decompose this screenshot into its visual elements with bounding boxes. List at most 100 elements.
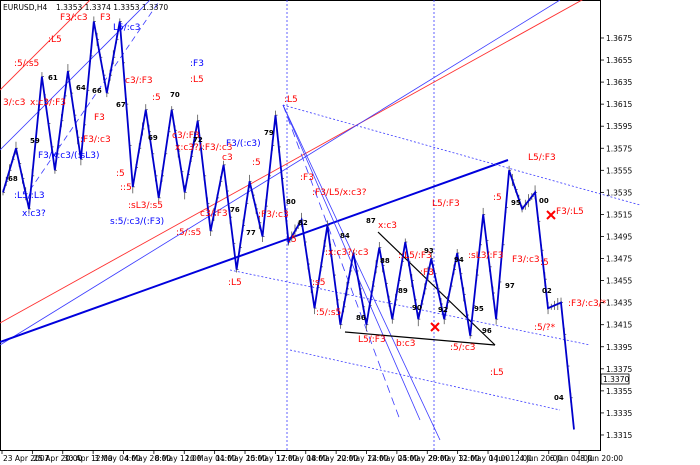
bar-count-label: 88 bbox=[380, 257, 390, 265]
bar-count-label: 70 bbox=[170, 91, 180, 99]
time-tick-label: 1 Jun 12:00 bbox=[489, 454, 532, 463]
wave-label-red: :5 bbox=[116, 169, 125, 179]
wave-label-red: :5 bbox=[493, 193, 502, 203]
plot-frame bbox=[0, 0, 601, 451]
bar-count-label: 02 bbox=[542, 287, 552, 295]
wave-label-red: :F3/:c3 bbox=[258, 210, 289, 220]
price-tick-label: 1.3575 bbox=[606, 144, 632, 153]
wave-label-red: :F3 bbox=[420, 268, 434, 278]
red-channel-line bbox=[0, 0, 91, 91]
wave-label-red: L5/:F3 bbox=[432, 199, 460, 209]
wave-label-red: L5/:F3 bbox=[358, 335, 386, 345]
bar-count-label: 92 bbox=[438, 306, 448, 314]
dotted-channel-top bbox=[282, 104, 641, 206]
wave-label-red: :5/:s5 bbox=[176, 228, 201, 238]
blue-channel-line bbox=[0, 0, 561, 346]
wave-label-red: :sL3/:s5 bbox=[128, 201, 163, 211]
wave-label-red: 3/:c3 bbox=[3, 98, 25, 108]
current-price-label: 1.3370 bbox=[603, 375, 629, 384]
bar-count-label: 96 bbox=[482, 327, 492, 335]
zigzag-wave-line bbox=[2, 21, 575, 430]
main-trendline bbox=[0, 159, 509, 343]
time-tick-label: 10 May 04:00 bbox=[185, 454, 237, 463]
wave-label-red: :5/?* bbox=[534, 323, 556, 333]
bar-count-label: 79 bbox=[264, 129, 274, 137]
bar-count-label: 94 bbox=[454, 256, 464, 264]
time-tick-label: 22 May 12:00 bbox=[337, 454, 389, 463]
wave-label-red: F3 bbox=[100, 13, 111, 23]
time-tick-label: 29 May 12:00 bbox=[428, 454, 480, 463]
wave-label-red: :L5 bbox=[284, 95, 298, 105]
wave-label-red: c3/:F3 bbox=[172, 131, 200, 141]
wave-label-red: x:c3 bbox=[378, 221, 397, 231]
price-tick-label: 1.3435 bbox=[606, 299, 632, 308]
price-tick-label: 1.3335 bbox=[606, 409, 632, 418]
bar-count-label: 86 bbox=[356, 314, 366, 322]
price-tick-label: 1.3655 bbox=[606, 56, 632, 65]
bar-count-label: 72 bbox=[193, 136, 203, 144]
bar-count-label: 93 bbox=[424, 247, 434, 255]
fan-dashed-line bbox=[282, 104, 401, 421]
wave-label-red: :5 bbox=[152, 93, 161, 103]
time-tick-label: 11 May 20:00 bbox=[216, 454, 268, 463]
time-tick-label: 31 May 04:00 bbox=[459, 454, 511, 463]
time-tick-label: 25 Apr 20:00 bbox=[33, 454, 82, 463]
wave-label-blue: :L5/:L3 bbox=[14, 191, 45, 201]
bar-count-label: 67 bbox=[116, 101, 126, 109]
wave-label-red: :F3/:c3 bbox=[80, 135, 111, 145]
wave-label-red: :5/:c3 bbox=[450, 343, 476, 353]
wave-label-blue: x:c3? bbox=[22, 209, 46, 219]
bar-count-label: 04 bbox=[554, 394, 564, 402]
wave-label-red: :L5 bbox=[228, 278, 242, 288]
wave-label-red: :L5 bbox=[190, 75, 204, 85]
time-tick-label: 6 Jun 04:00 bbox=[550, 454, 593, 463]
wave-label-blue: s:5/:c3/(:F3) bbox=[110, 217, 164, 227]
wave-label-red: :F3/L5/x:c3? bbox=[312, 188, 367, 198]
wave-label-red: ::L5/:F3 bbox=[398, 251, 432, 261]
bar-count-label: 66 bbox=[92, 87, 102, 95]
time-tick-label: 25 May 20:00 bbox=[398, 454, 450, 463]
wave-label-red: :5/:s5 bbox=[14, 59, 39, 69]
bar-count-label: 69 bbox=[148, 134, 158, 142]
bar-count-label: 97 bbox=[505, 282, 515, 290]
x-marker-icon bbox=[430, 322, 440, 332]
wave-label-red: c3 bbox=[222, 153, 233, 163]
time-tick-label: 3 May 04:00 bbox=[94, 454, 141, 463]
black-triangle-line bbox=[377, 231, 496, 346]
price-tick-label: 1.3615 bbox=[606, 100, 632, 109]
wave-label-blue: :F3 bbox=[190, 59, 204, 69]
bar-count-label: 00 bbox=[539, 197, 549, 205]
wave-label-red: :L5 bbox=[490, 368, 504, 378]
blue-dashed-line bbox=[29, 0, 161, 191]
price-tick-label: 1.3495 bbox=[606, 232, 632, 241]
blue-channel-line bbox=[0, 0, 151, 151]
price-tick-label: 1.3515 bbox=[606, 210, 632, 219]
symbol-label: EURUSD,H4 bbox=[3, 3, 47, 12]
black-triangle-line bbox=[344, 331, 496, 346]
wave-label-red: :5 bbox=[288, 235, 297, 245]
wave-label-red: x:c3?/:F3/:c3 bbox=[175, 143, 233, 153]
wave-label-red: :5 bbox=[540, 258, 549, 268]
x-markers bbox=[430, 210, 556, 332]
wave-label-red: F3 bbox=[94, 113, 105, 123]
wave-label-red: c3/:F3 bbox=[125, 76, 153, 86]
bar-count-label: 59 bbox=[30, 137, 40, 145]
wave-label-red: x:c3/:F3 bbox=[30, 98, 66, 108]
wave-label-red: F3/:c3 bbox=[512, 255, 540, 265]
current-price-box bbox=[600, 373, 630, 385]
wave-label-red: c3/:F3 bbox=[200, 209, 228, 219]
price-tick-label: 1.3315 bbox=[606, 431, 632, 440]
bar-count-label: 61 bbox=[48, 74, 58, 82]
price-tick-label: 1.3675 bbox=[606, 34, 632, 43]
bar-count-label: 84 bbox=[340, 232, 350, 240]
dotted-channel-bottom bbox=[229, 269, 591, 346]
wave-label-red: ::5 bbox=[120, 183, 132, 193]
time-tick-label: 24 May 04:00 bbox=[368, 454, 420, 463]
bar-count-label: 77 bbox=[246, 229, 256, 237]
wave-label-red: :s5 bbox=[312, 278, 325, 288]
wave-label-blue: F3/x:c3/(:sL3) bbox=[38, 151, 99, 161]
wave-label-red: F3/:c3 bbox=[60, 13, 88, 23]
